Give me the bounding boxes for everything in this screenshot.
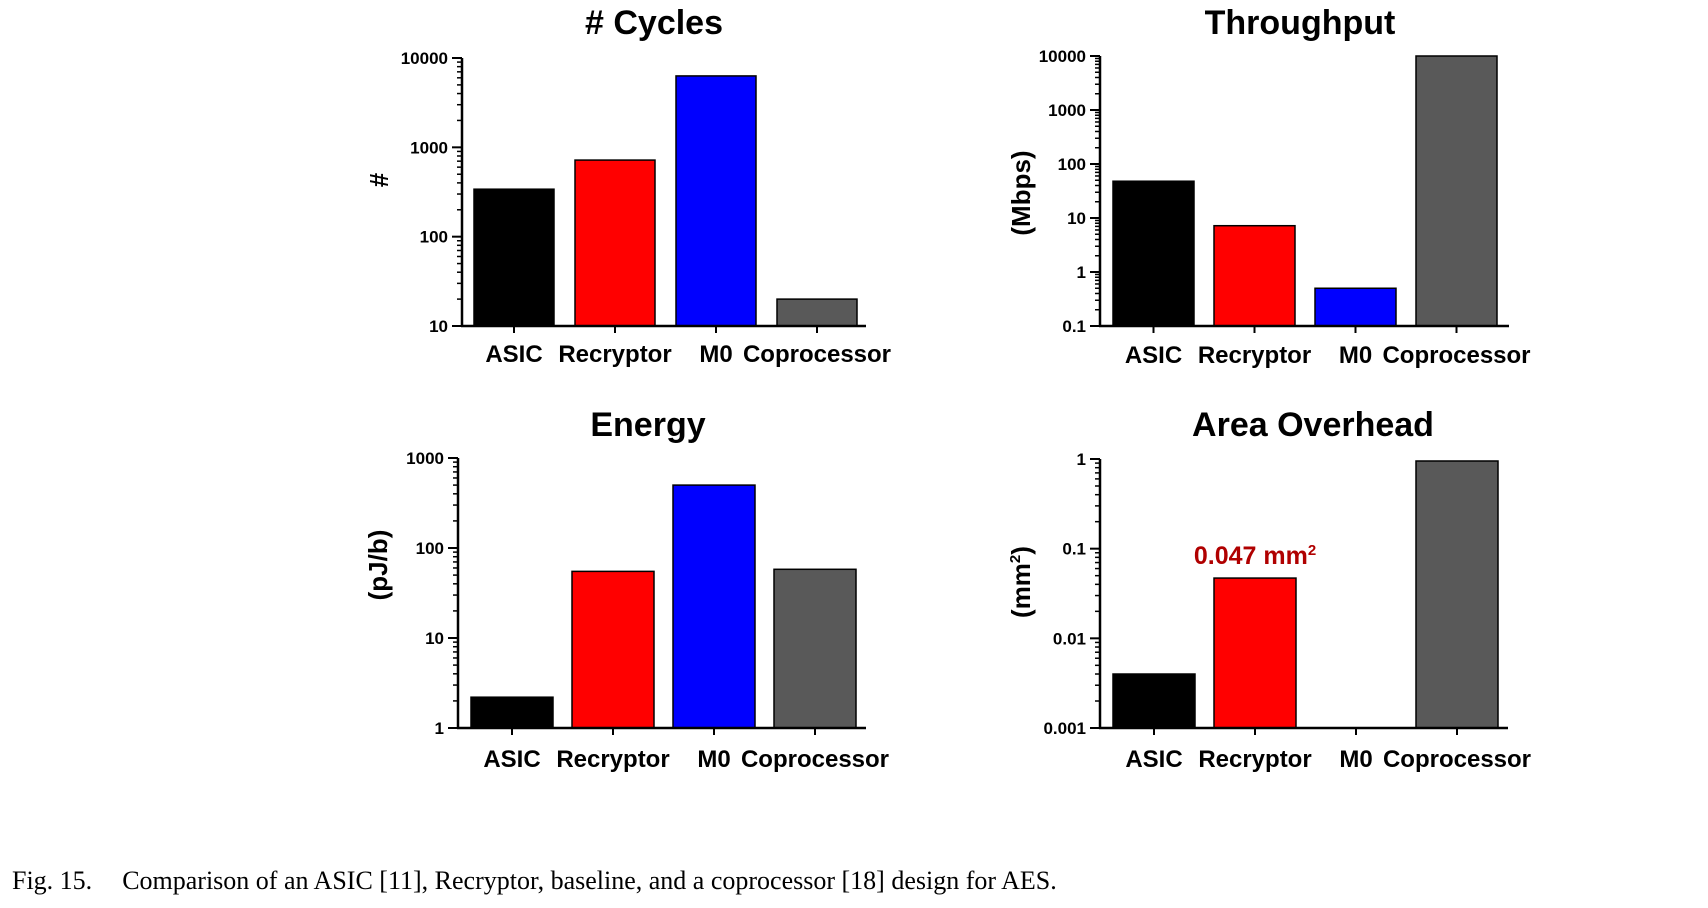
caption-figure-label: Fig. 15. (12, 866, 93, 895)
y-tick-label: 10 (1067, 209, 1086, 228)
y-tick-label: 10 (425, 629, 444, 648)
category-label-m0: M0 (699, 341, 732, 368)
bar-m0 (675, 75, 757, 327)
chart-panel-4: Area Overhead (mm2) ASIC Recryptor M0 Coproce… (1006, 406, 1531, 773)
y-tick-label: 0.1 (1062, 317, 1086, 336)
category-label-asic: ASIC (483, 746, 540, 773)
y-tick-label: 0.001 (1043, 719, 1086, 738)
y-tick-label: 1 (1077, 263, 1086, 282)
y-tick-label: 100 (420, 228, 448, 247)
y-tick-label: 10 (429, 317, 448, 336)
bar-annotation: 0.047 mm2 (1194, 542, 1316, 570)
y-axis-label: (mm2) (1006, 546, 1036, 618)
chart-title: Energy (590, 406, 705, 444)
y-axis-label: (Mbps) (1006, 150, 1036, 235)
category-label-recryptor: Recryptor (556, 746, 669, 773)
category-label-coprocessor: Coprocessor (741, 746, 889, 773)
bar-recryptor (571, 570, 655, 729)
chart-title: Area Overhead (1192, 406, 1434, 444)
category-label-coprocessor: Coprocessor (743, 341, 891, 368)
y-axis-label: # (364, 172, 394, 187)
figure-caption: Fig. 15. Comparison of an ASIC [11], Recr… (12, 866, 1057, 896)
y-tick-label: 1000 (1048, 101, 1086, 120)
y-tick-label: 100 (416, 539, 444, 558)
caption-text: Comparison of an ASIC [11], Recryptor, b… (122, 866, 1057, 895)
category-label-recryptor: Recryptor (1198, 746, 1311, 773)
category-label-asic: ASIC (1125, 342, 1182, 369)
category-label-asic: ASIC (1125, 746, 1182, 773)
y-tick-label: 0.1 (1062, 540, 1086, 559)
y-tick-label: 1 (435, 719, 444, 738)
category-label-m0: M0 (1339, 746, 1372, 773)
bar-coprocessor (1415, 55, 1498, 327)
bar-recryptor (1213, 224, 1296, 327)
y-tick-label: 10000 (401, 49, 448, 68)
category-label-coprocessor: Coprocessor (1383, 746, 1531, 773)
y-tick-label: 1000 (410, 138, 448, 157)
bar-m0 (1314, 287, 1397, 327)
bar-coprocessor (773, 568, 857, 729)
category-label-coprocessor: Coprocessor (1382, 342, 1530, 369)
y-tick-label: 1 (1077, 450, 1086, 469)
chart-panel-1: # Cycles # ASIC Recryptor M0 Coprocessor 10 100… (364, 4, 891, 368)
y-tick-label: 0.01 (1053, 629, 1086, 648)
category-label-m0: M0 (1339, 342, 1372, 369)
category-label-recryptor: Recryptor (1198, 342, 1311, 369)
category-label-recryptor: Recryptor (558, 341, 671, 368)
bar-asic (470, 696, 554, 729)
bar-coprocessor (776, 298, 858, 327)
bar-recryptor (574, 159, 656, 327)
bar-asic (1112, 673, 1196, 729)
category-label-asic: ASIC (485, 341, 542, 368)
bar-coprocessor (1415, 460, 1499, 729)
chart-panel-2: Throughput (Mbps) ASIC Recryptor M0 Coprocess… (1006, 4, 1531, 369)
chart-title: # Cycles (585, 4, 723, 42)
category-label-m0: M0 (697, 746, 730, 773)
y-tick-label: 100 (1058, 155, 1086, 174)
bar-recryptor (1213, 577, 1297, 729)
y-axis-label: (pJ/b) (363, 530, 393, 601)
y-tick-label: 1000 (406, 449, 444, 468)
bar-asic (473, 188, 555, 327)
bar-m0 (672, 484, 756, 729)
y-tick-label: 10000 (1039, 47, 1086, 66)
chart-title: Throughput (1205, 4, 1396, 42)
chart-panel-3: Energy (pJ/b) ASIC Recryptor M0 Coprocessor 1 1… (363, 406, 889, 773)
bar-asic (1112, 180, 1195, 327)
